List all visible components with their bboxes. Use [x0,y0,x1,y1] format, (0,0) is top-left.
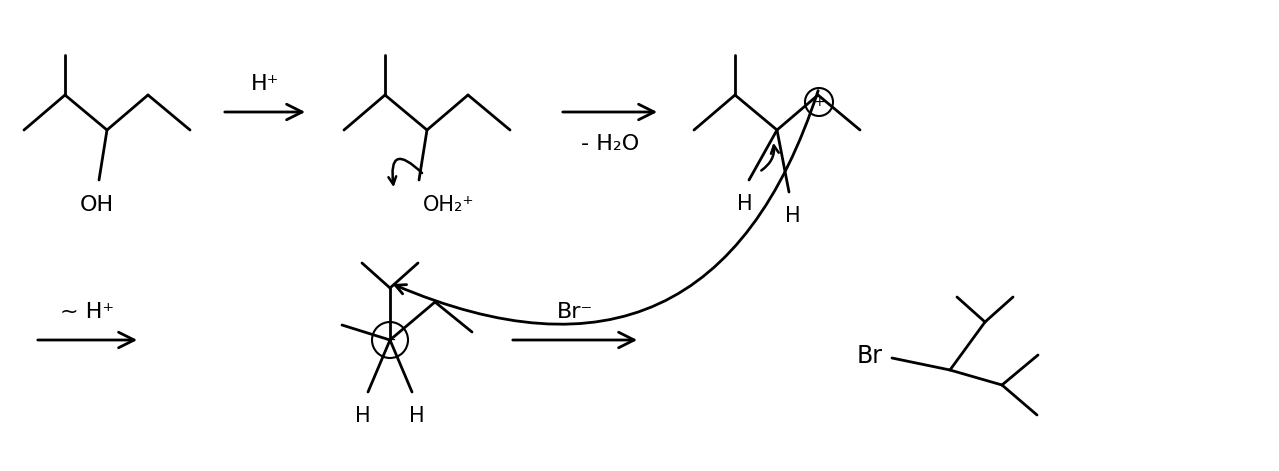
Text: Br: Br [857,344,883,368]
FancyArrowPatch shape [389,159,422,185]
FancyArrowPatch shape [395,90,819,324]
Text: OH₂⁺: OH₂⁺ [423,195,475,215]
Text: H: H [737,194,753,214]
Text: Br⁻: Br⁻ [556,302,593,322]
Text: H: H [785,206,801,226]
FancyArrowPatch shape [761,146,779,171]
Text: +: + [813,95,825,109]
Text: +: + [384,333,395,347]
Text: H: H [409,406,425,426]
Text: - H₂O: - H₂O [581,134,640,154]
Text: H: H [356,406,371,426]
Text: OH: OH [79,195,114,215]
Text: ~ H⁺: ~ H⁺ [60,302,115,322]
Text: H⁺: H⁺ [251,74,279,94]
